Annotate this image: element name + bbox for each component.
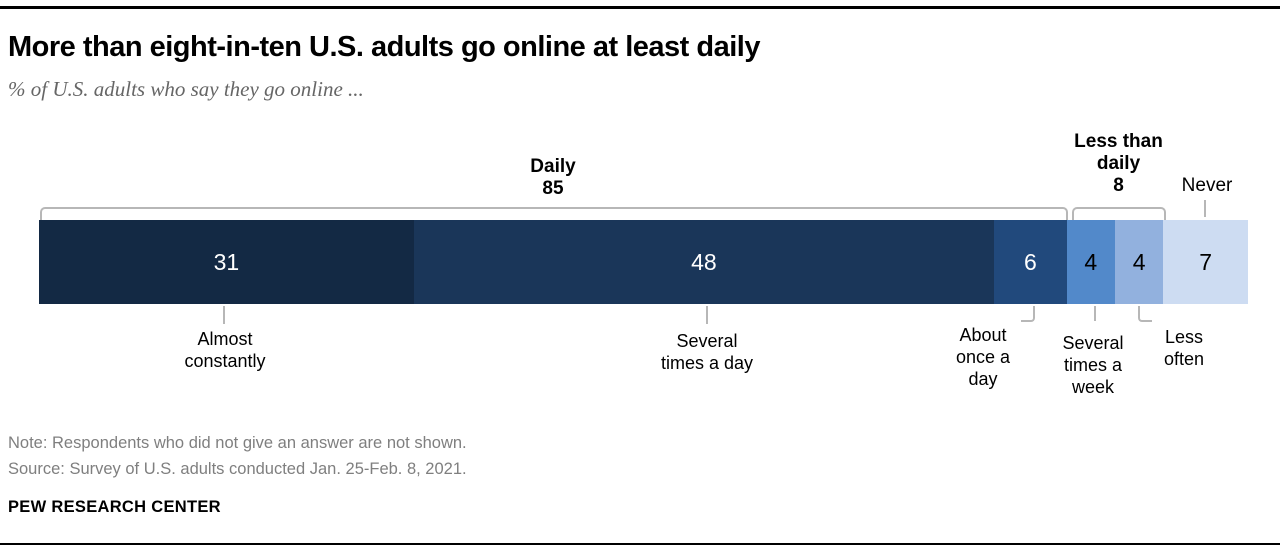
bar-segment-about-once-a-day: 6 xyxy=(994,220,1067,304)
group-label-never: Never xyxy=(1157,175,1257,197)
group-less-than-daily-text: Less than daily xyxy=(1074,131,1163,174)
segment-value: 7 xyxy=(1199,248,1213,275)
bar-segment-never: 7 xyxy=(1163,220,1248,304)
group-daily-value: 85 xyxy=(542,178,564,199)
chart-subtitle: % of U.S. adults who say they go online … xyxy=(8,77,364,101)
bottom-rule xyxy=(0,543,1280,545)
group-label-daily: Daily 85 xyxy=(453,156,653,200)
segment-value: 31 xyxy=(213,248,240,275)
segment-value: 48 xyxy=(691,248,717,275)
group-never-text: Never xyxy=(1181,175,1233,196)
callout-tick-several-times-a-week xyxy=(1094,306,1096,321)
callout-almost-constantly: Almost constantly xyxy=(184,329,266,371)
callout-elbow-less-often xyxy=(1138,306,1152,322)
bar-segment-less-often: 4 xyxy=(1114,220,1164,304)
callout-elbow-about-once-a-day xyxy=(1021,306,1035,322)
group-daily-text: Daily xyxy=(530,156,576,177)
callout-tick-almost-constantly xyxy=(223,306,225,324)
chart-source: Source: Survey of U.S. adults conducted … xyxy=(8,460,467,478)
chart-note: Note: Respondents who did not give an an… xyxy=(8,434,467,452)
segment-value: 4 xyxy=(1132,248,1146,275)
bar-segment-several-times-a-week: 4 xyxy=(1066,220,1115,304)
group-label-less-than-daily: Less than daily 8 xyxy=(1070,131,1167,197)
callout-tick-several-times-a-day xyxy=(706,306,708,324)
never-tick xyxy=(1204,200,1206,217)
callout-several-times-a-week: Several times a week xyxy=(1062,333,1124,397)
top-rule xyxy=(0,6,1280,9)
callout-about-once-a-day: About once a day xyxy=(955,325,1011,389)
callout-less-often: Less often xyxy=(1163,327,1205,369)
bar-segment-several-times-a-day: 48 xyxy=(413,220,995,304)
bracket-daily xyxy=(40,207,1068,220)
segment-value: 6 xyxy=(1023,248,1037,275)
pew-research-center-wordmark: PEW RESEARCH CENTER xyxy=(8,498,221,516)
chart-title: More than eight-in-ten U.S. adults go on… xyxy=(8,31,760,63)
bracket-less-than-daily xyxy=(1072,207,1166,220)
bar-segment-almost-constantly: 31 xyxy=(39,220,414,304)
group-less-than-daily-value: 8 xyxy=(1113,175,1124,196)
callout-several-times-a-day: Several times a day xyxy=(660,331,754,373)
segment-value: 4 xyxy=(1084,248,1098,275)
stacked-bar: 31 48 6 4 4 7 xyxy=(39,220,1248,304)
